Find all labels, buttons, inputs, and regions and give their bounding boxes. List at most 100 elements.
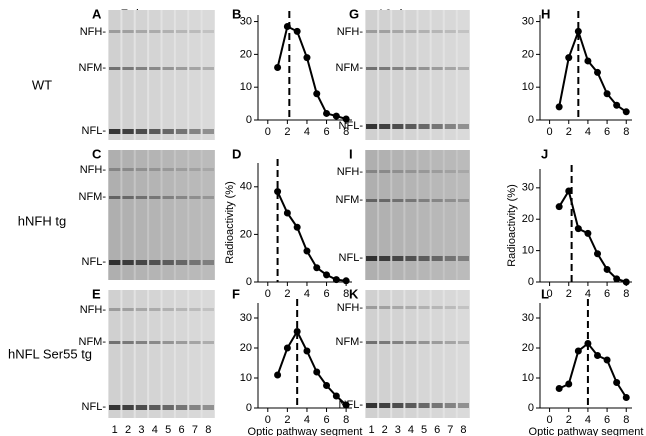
x-tick-label: 6: [604, 414, 610, 426]
gel-lane: [135, 290, 148, 418]
gel-lane: [418, 150, 430, 280]
gel-band: [431, 30, 443, 33]
gel-lane: [122, 10, 134, 140]
gel-band: [135, 308, 148, 311]
gel-band: [109, 30, 121, 33]
gel-band: [202, 168, 214, 171]
gel-band: [418, 124, 430, 129]
gel-band: [149, 405, 161, 410]
x-tick-label: 0: [265, 288, 271, 300]
gel-lane: [405, 290, 417, 418]
gel-band: [457, 124, 469, 129]
gel-band: [202, 405, 214, 410]
data-point: [342, 277, 350, 285]
data-point: [283, 209, 291, 217]
gel-band: [162, 168, 174, 171]
data-point: [613, 275, 621, 283]
gel-band: [392, 341, 404, 344]
data-point: [603, 90, 611, 98]
data-point: [293, 27, 301, 35]
gel-band: [162, 405, 174, 410]
gel-band: [379, 30, 391, 33]
panel-letter: A: [92, 6, 102, 21]
row-label: hNFH tg: [18, 213, 66, 228]
gel-band: [379, 170, 391, 173]
gel-lane: [189, 150, 201, 280]
gel-band: [162, 341, 174, 344]
data-point: [613, 101, 621, 109]
x-tick-label: 6: [323, 414, 329, 426]
gel-band: [405, 341, 417, 344]
data-point: [283, 344, 291, 352]
gel-lane: [109, 290, 121, 418]
gel-lane: [366, 150, 378, 280]
gel-band: [122, 196, 134, 199]
x-tick-label: 0: [547, 414, 553, 426]
data-point: [303, 347, 311, 355]
gel-band: [162, 30, 174, 33]
x-tick-label: 4: [585, 126, 591, 138]
x-tick-label: 0: [265, 414, 271, 426]
gel-band: [122, 260, 134, 265]
gel-band: [189, 196, 201, 199]
gel-band: [175, 341, 188, 344]
data-point: [303, 54, 311, 62]
data-point: [565, 380, 573, 388]
y-tick-label: 30: [240, 15, 252, 27]
gel-band: [189, 260, 201, 265]
band-label: NFL-: [82, 401, 107, 413]
gel-band: [392, 256, 404, 261]
gel-band: [135, 260, 148, 265]
lane-label: 5: [165, 424, 171, 436]
gel-band: [392, 170, 404, 173]
data-point: [574, 27, 582, 35]
data-point: [342, 401, 350, 409]
gel-band: [109, 67, 121, 70]
gel-band: [431, 67, 443, 70]
gel-band: [109, 129, 121, 134]
gel-lane: [175, 10, 188, 140]
y-tick-label: 0: [246, 402, 252, 414]
data-point: [565, 187, 573, 195]
gel-band: [109, 341, 121, 344]
gel-band: [379, 256, 391, 261]
gel-lane: [202, 150, 214, 280]
gel-band: [418, 306, 430, 309]
lane-label: 1: [112, 424, 118, 436]
gel-band: [149, 129, 161, 134]
y-tick-label: 20: [522, 342, 534, 354]
gel-band: [122, 405, 134, 410]
x-tick-label: 8: [343, 414, 349, 426]
y-tick-label: 20: [522, 213, 534, 225]
gel-band: [122, 129, 134, 134]
band-label: NFL-: [339, 120, 364, 132]
data-point: [584, 57, 592, 65]
gel-lane: [392, 290, 404, 418]
y-axis-label: Radioactivity (%): [224, 181, 236, 264]
gel-band: [149, 30, 161, 33]
band-label: NFM-: [336, 194, 364, 206]
gel-band: [135, 341, 148, 344]
y-tick-label: 20: [240, 228, 252, 240]
gel-lane: [109, 10, 121, 140]
gel-band: [366, 199, 378, 202]
data-point: [555, 203, 563, 211]
x-tick-label: 6: [604, 126, 610, 138]
x-tick-label: 8: [623, 288, 629, 300]
gel-lane: [135, 10, 148, 140]
panel-letter: F: [232, 286, 240, 301]
panel-letter: D: [232, 146, 241, 161]
data-point: [332, 112, 340, 120]
gel-lane: [149, 150, 161, 280]
y-tick-label: 20: [522, 48, 534, 60]
gel-band: [444, 199, 456, 202]
gel-band: [175, 308, 188, 311]
gel-band: [457, 306, 469, 309]
lane-label: 6: [179, 424, 185, 436]
gel-band: [189, 67, 201, 70]
gel-band: [444, 170, 456, 173]
gel-lane: [379, 10, 391, 140]
gel-band: [202, 129, 214, 134]
lane-label: 8: [205, 424, 211, 436]
data-point: [584, 229, 592, 237]
